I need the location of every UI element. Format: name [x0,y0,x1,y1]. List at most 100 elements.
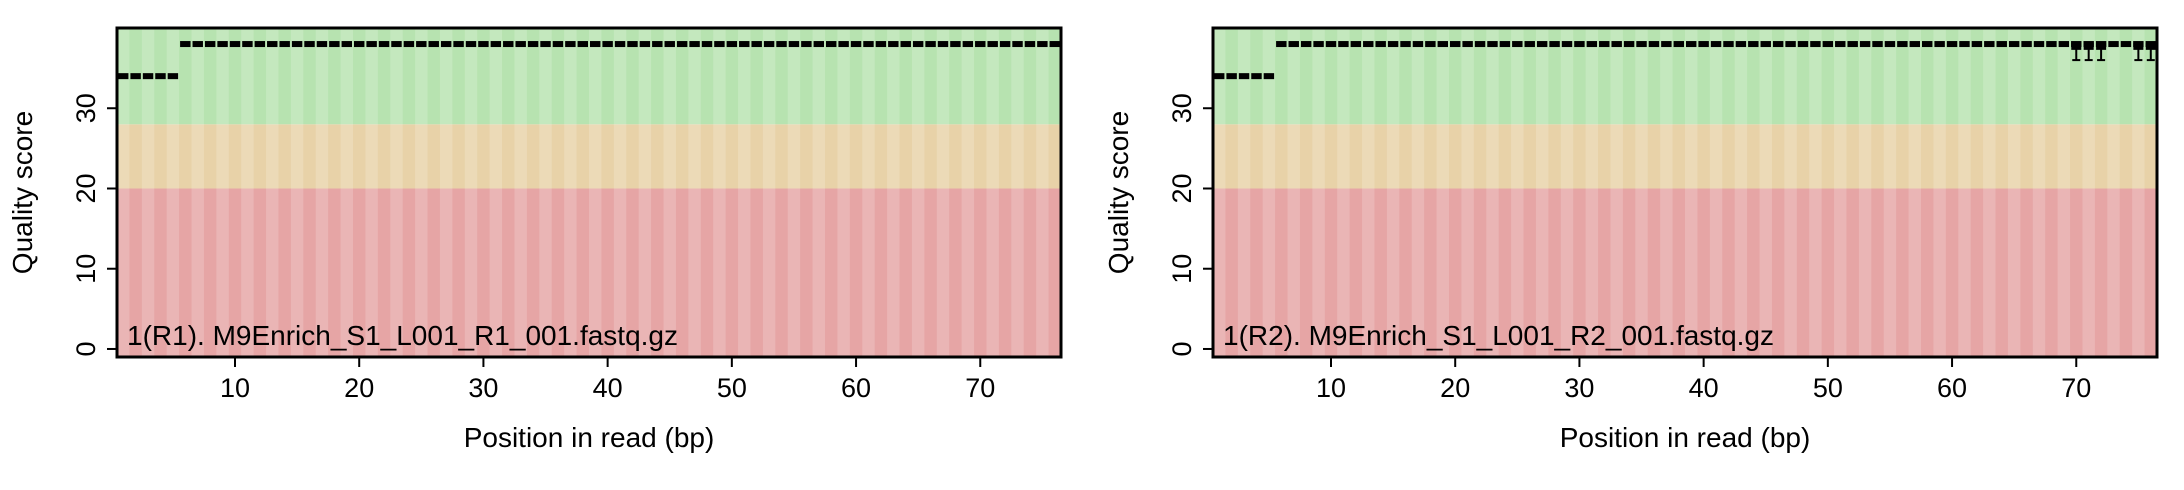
median-mark [1884,41,1896,48]
position-stripe [1535,28,1549,357]
median-mark [1661,41,1672,48]
median-mark [403,41,415,48]
median-mark [192,41,203,48]
median-mark [1574,41,1585,48]
median-mark [825,41,837,48]
median-mark [1338,41,1349,48]
median-mark [1586,41,1598,48]
position-stripe [290,28,304,357]
median-mark [1288,41,1299,48]
position-stripe [1709,28,1723,357]
median-mark [664,41,675,48]
median-mark [975,41,986,48]
position-stripe [1511,28,1524,357]
median-mark [465,41,477,48]
position-stripe [340,28,353,357]
position-stripe [2007,28,2021,357]
median-mark [1636,41,1647,48]
median-mark [1499,41,1511,48]
quality-band [1213,188,2157,357]
median-mark [813,41,825,48]
median-mark [1847,41,1858,48]
median-mark [577,41,589,48]
median-mark [1909,41,1921,48]
median-mark [701,41,713,48]
median-mark [925,41,936,48]
quality-band [117,188,1061,357]
median-mark [1835,41,1846,48]
median-mark [1524,41,1535,48]
median-mark [279,41,290,48]
median-mark [552,41,564,48]
median-mark [987,41,998,48]
position-stripe [1486,28,1499,357]
x-tick-label: 60 [1937,373,1967,403]
median-mark [614,41,626,48]
median-mark [428,41,439,48]
median-mark [217,41,228,48]
position-stripe [887,28,900,357]
position-stripe [1011,28,1024,357]
panel-title: 1(R1). M9Enrich_S1_L001_R1_001.fastq.gz [127,320,678,351]
y-tick-label: 0 [1167,341,1197,356]
position-stripe [1560,28,1574,357]
position-stripe [1436,28,1449,357]
x-tick-label: 40 [593,373,623,403]
median-mark [1748,41,1759,48]
position-stripe [216,28,229,357]
median-mark [527,41,539,48]
median-mark [416,41,427,48]
position-stripe [1610,28,1623,357]
plot-frame [1211,26,2159,359]
median-mark [1810,41,1821,48]
position-stripe [2132,28,2145,357]
median-mark [937,41,949,48]
median-mark [1698,41,1709,48]
median-mark [627,41,638,48]
median-mark [2033,41,2045,48]
x-tick-label: 70 [2061,373,2091,403]
median-mark [366,41,377,48]
median-mark [180,41,191,48]
median-mark [2108,41,2119,48]
position-stripe [1386,28,1400,357]
median-mark [962,41,974,48]
position-stripe [1809,28,1822,357]
median-mark [2120,41,2132,48]
position-stripe [564,28,577,357]
position-stripe [961,28,975,357]
median-mark [1512,41,1523,48]
median-mark [1921,41,1933,48]
position-stripe [688,28,701,357]
median-mark [2145,41,2157,48]
x-tick-label: 60 [841,373,871,403]
position-stripe [1858,28,1872,357]
x-axis-label: Position in read (bp) [464,422,715,453]
median-mark [1437,41,1449,48]
position-stripe [812,28,825,357]
position-stripe [1635,28,1648,357]
position-stripe [1734,28,1748,357]
median-mark [267,41,278,48]
x-tick-label: 70 [965,373,995,403]
position-stripe [1411,28,1425,357]
position-stripe [1759,28,1772,357]
position-stripe [787,28,801,357]
median-mark [1313,41,1324,48]
median-mark [1735,41,1747,48]
median-mark [1946,41,1958,48]
median-mark [689,41,700,48]
median-mark [1462,41,1473,48]
position-stripe [1834,28,1847,357]
position-stripe [439,28,453,357]
median-mark [739,41,750,48]
median-mark [1363,41,1374,48]
y-axis-label: Quality score [1103,111,1134,274]
median-mark [2095,41,2107,48]
median-mark [2058,41,2070,48]
position-stripe [464,28,478,357]
median-mark [1685,41,1697,48]
median-mark [912,41,924,48]
